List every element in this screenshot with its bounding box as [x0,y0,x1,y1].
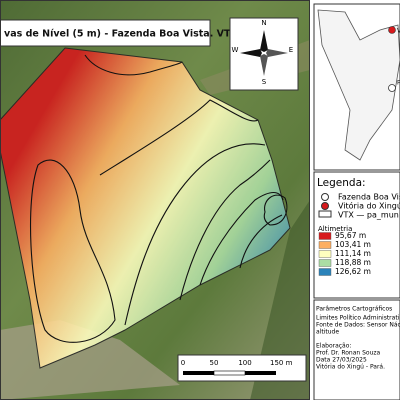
parameter-line: Limites Político Administrati [316,315,400,322]
scale-label: 100 [238,359,251,367]
class-swatch [318,259,332,267]
class-label: 95,67 m [335,231,366,240]
parameter-line: altitude [316,329,339,336]
contour-lines [30,54,288,343]
farm-point [388,84,396,92]
legend-item: VTX — pa_mun [338,211,399,220]
municipality-outline [317,9,400,161]
class-label: 103,41 m [335,240,371,249]
legend-symbol [321,193,329,201]
parameters-title: Parâmetros Cartográficos [316,306,392,313]
legend-item: Fazenda Boa Vis [338,193,400,202]
legend-symbol [318,210,332,218]
parameter-line: Vitória do Xingú - Pará. [316,364,385,371]
class-swatch [318,241,332,249]
legend-item: Vitória do Xingú [338,201,400,211]
parameter-line: Fonte de Dados: Sensor Nác [316,322,400,329]
class-swatch [318,250,332,258]
farm-elevation [0,47,291,369]
parameters-box [313,299,400,401]
inset-label: F [397,80,400,87]
inset-label: Vi [397,28,400,35]
class-swatch [318,232,332,240]
class-swatch [318,268,332,276]
compass-n: N [261,19,266,27]
map-title: vas de Nível (5 m) - Fazenda Boa Vista. … [4,29,268,40]
parameter-line: Data 27/03/2025 [316,357,367,364]
scale-label: 0 [181,359,185,367]
compass-s: S [262,78,267,86]
title-box [0,19,211,47]
scale-box [177,354,307,382]
class-label: 126,62 m [335,267,371,276]
scale-label: 150 m [270,359,293,367]
legend-title: Legenda: [317,177,366,189]
legend-symbol [321,202,329,210]
compass-rose [240,30,288,76]
parameter-line: Prof. Dr. Ronan Souza [316,350,381,357]
class-label: 118,88 m [335,258,371,267]
class-label: 111,14 m [335,249,371,258]
city-point [388,26,396,34]
compass-w: W [232,46,239,54]
scale-bar: 0 50 100 150 m [181,359,293,376]
forest-patch [250,200,310,400]
map-frame: vas de Nível (5 m) - Fazenda Boa Vista. … [0,0,310,400]
parameter-line: Elaboração: [316,343,351,350]
compass-e: E [289,46,293,54]
scale-label: 50 [210,359,219,367]
altimetry-title: Altimetria [318,225,352,233]
